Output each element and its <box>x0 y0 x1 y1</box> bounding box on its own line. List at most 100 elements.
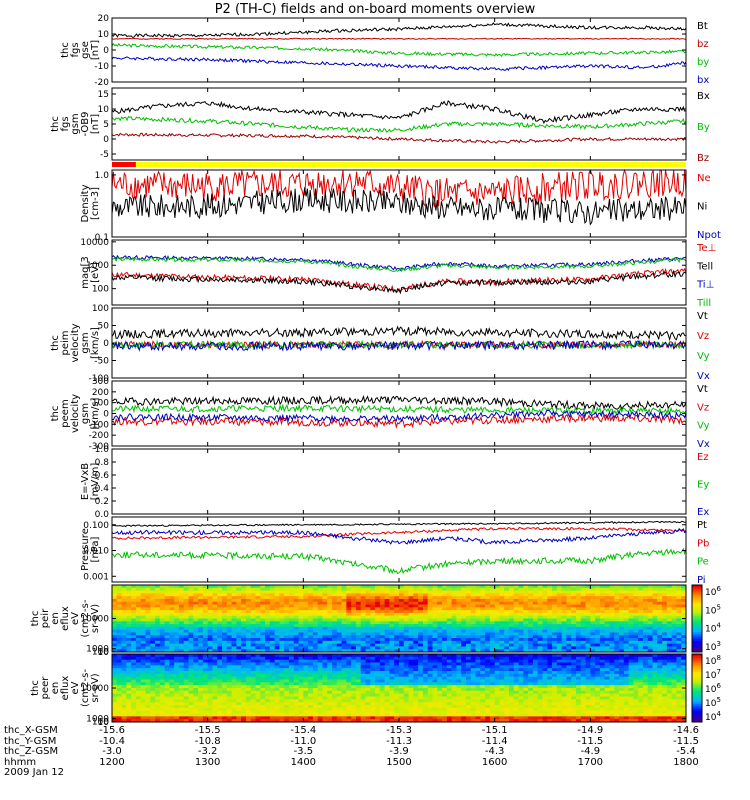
spectrogram-cell <box>135 632 142 636</box>
spectrogram-cell <box>293 696 299 700</box>
spectrogram-cell <box>566 635 572 639</box>
spectrogram-cell <box>451 693 457 697</box>
spectrogram-cell <box>140 716 146 720</box>
spectrogram-cell <box>657 615 663 619</box>
legend-Ey: Ey <box>697 480 709 491</box>
spectrogram-cell <box>217 610 223 614</box>
spectrogram-cell <box>595 626 601 631</box>
spectrogram-cell <box>265 679 271 683</box>
spectrogram-cell <box>604 624 610 628</box>
spectrogram-cell <box>394 626 400 631</box>
spectrogram-cell <box>279 649 285 653</box>
spectrogram-cell <box>116 596 122 600</box>
ylabel-line: [nT] <box>90 114 101 134</box>
spectrogram-cell <box>178 629 185 633</box>
spectrogram-cell <box>456 629 462 633</box>
spectrogram-cell <box>284 590 290 594</box>
spectrogram-cell <box>413 621 419 625</box>
spectrogram-cell <box>332 585 338 589</box>
spectrogram-cell <box>509 643 515 647</box>
spectrogram-cell <box>451 638 457 642</box>
spectrogram-cell <box>547 635 553 639</box>
spectrogram-cell <box>231 604 237 608</box>
spectrogram-cell <box>121 615 127 619</box>
spectrogram-cell <box>245 601 252 605</box>
spectrogram-cell <box>475 615 481 619</box>
spectrogram-cell <box>446 593 453 597</box>
spectrogram-cell <box>599 632 606 636</box>
spectrogram-cell <box>681 618 687 622</box>
spectrogram-cell <box>178 610 185 614</box>
spectrogram-cell <box>461 610 467 614</box>
spectrogram-cell <box>599 624 606 628</box>
spectrogram-cell <box>241 710 247 714</box>
spectrogram-cell <box>178 656 185 661</box>
spectrogram-cell <box>623 598 629 603</box>
spectrogram-cell <box>155 673 161 678</box>
spectrogram-cell <box>389 693 395 697</box>
spectrogram-cell <box>451 668 457 672</box>
spectrogram-cell <box>164 690 170 695</box>
spectrogram-cell <box>480 593 486 597</box>
spectrogram-cell <box>174 601 180 605</box>
spectrogram-cell <box>174 587 180 591</box>
spectrogram-cell <box>169 629 175 633</box>
spectrogram-cell <box>178 659 185 663</box>
spectrogram-cell <box>442 693 448 697</box>
spectrogram-cell <box>241 632 247 636</box>
spectrogram-cell <box>116 705 122 709</box>
spectrogram-cell <box>312 612 319 617</box>
spectrogram-cell <box>346 676 352 680</box>
spectrogram-cell <box>394 618 400 622</box>
spectrogram-cell <box>112 596 118 600</box>
spectrogram-cell <box>485 612 491 617</box>
spectrogram-cell <box>408 665 414 669</box>
spectrogram-cell <box>628 638 634 642</box>
ylabel-line: en <box>50 612 61 625</box>
spectrogram-cell <box>566 585 572 589</box>
spectrogram-cell <box>528 585 534 589</box>
spectrogram-cell <box>145 707 151 712</box>
spectrogram-cell <box>131 716 137 720</box>
spectrogram-cell <box>642 615 649 619</box>
spectrogram-cell <box>451 626 457 631</box>
spectrogram-cell <box>437 638 443 642</box>
spectrogram-cell <box>614 590 620 594</box>
series-line-Pt <box>111 520 687 528</box>
spectrogram-cell <box>226 671 232 675</box>
spectrogram-cell <box>145 673 151 678</box>
ytick-label: 0.2 <box>95 497 109 507</box>
spectrogram-cell <box>575 601 582 605</box>
spectrogram-cell <box>121 665 127 669</box>
spectrogram-cell <box>418 673 424 678</box>
spectrogram-cell <box>642 640 649 645</box>
spectrogram-cell <box>379 696 386 700</box>
spectrogram-cell <box>250 632 256 636</box>
spectrogram-cell <box>317 662 323 666</box>
spectrogram-cell <box>446 699 453 703</box>
spectrogram-cell <box>461 590 467 594</box>
spectrogram-cell <box>413 679 419 683</box>
spectrogram-cell <box>571 601 577 605</box>
spectrogram-cell <box>135 590 142 594</box>
spectrogram-cell <box>408 601 414 605</box>
spectrogram-cell <box>480 646 486 650</box>
spectrogram-cell <box>178 679 185 683</box>
spectrogram-cell <box>609 587 615 591</box>
spectrogram-cell <box>317 710 323 714</box>
spectrogram-cell <box>312 705 319 709</box>
spectrogram-cell <box>312 699 319 703</box>
spectrogram-cell <box>150 621 156 625</box>
spectrogram-cell <box>375 643 381 647</box>
spectrogram-cell <box>642 626 649 631</box>
spectrogram-cell <box>322 676 328 680</box>
spectrogram-cell <box>312 632 319 636</box>
spectrogram-cell <box>485 596 491 600</box>
spectrogram-cell <box>652 601 658 605</box>
legend-Vt: Vt <box>697 384 708 395</box>
spectrogram-cell <box>451 621 457 625</box>
spectrogram-cell <box>303 665 309 669</box>
spectrogram-cell <box>226 587 232 591</box>
spectrogram-cell <box>279 624 285 628</box>
spectrogram-cell <box>609 624 615 628</box>
